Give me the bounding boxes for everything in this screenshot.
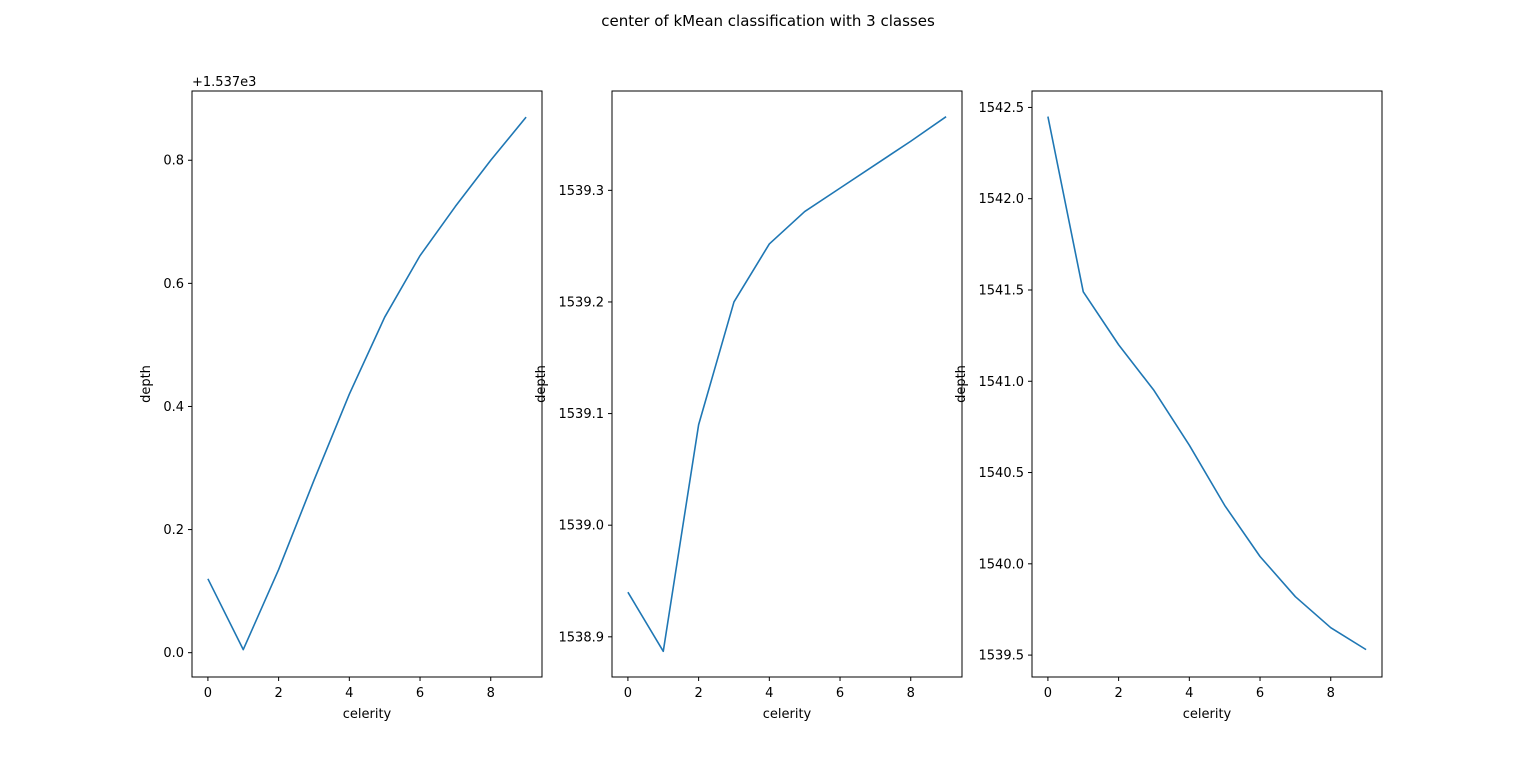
- figure-title: center of kMean classification with 3 cl…: [601, 12, 935, 30]
- y-axis-label: depth: [534, 365, 549, 403]
- y-axis-label: depth: [139, 365, 154, 403]
- y-tick-label: 0.8: [163, 154, 184, 169]
- y-tick-label: 1539.2: [559, 295, 605, 310]
- x-axis-label: celerity: [343, 707, 392, 722]
- axes-frame: [1031, 90, 1383, 678]
- series-line: [207, 116, 527, 651]
- x-tick-label: 2: [694, 686, 702, 701]
- x-tick-label: 4: [765, 686, 773, 701]
- subplot-3: 0 2 4 6 8 1539.5 1540.0 1540.5 1541.0 1541.5 1542.…: [954, 90, 1383, 722]
- axes-frame: [611, 90, 963, 678]
- y-tick-label: 1542.5: [979, 101, 1025, 116]
- x-tick-label: 6: [1256, 686, 1264, 701]
- y-tick-label: 0.6: [163, 277, 184, 292]
- y-tick-label: 1538.9: [559, 630, 605, 645]
- x-tick-label: 0: [1044, 686, 1052, 701]
- y-tick-label: 1542.0: [979, 192, 1025, 207]
- x-tick-label: 6: [836, 686, 844, 701]
- x-tick-label: 2: [1114, 686, 1122, 701]
- axes-frame: [191, 90, 543, 678]
- x-tick-label: 8: [1327, 686, 1335, 701]
- x-tick-label: 2: [274, 686, 282, 701]
- x-tick-label: 8: [907, 686, 915, 701]
- x-tick-label: 4: [345, 686, 353, 701]
- x-tick-label: 8: [487, 686, 495, 701]
- subplot-2: 0 2 4 6 8 1538.9 1539.0 1539.1 1539.2 1539.3 celer…: [534, 90, 963, 722]
- y-tick-label: 1541.0: [979, 375, 1025, 390]
- x-axis-label: celerity: [763, 707, 812, 722]
- y-tick-label: 1540.5: [979, 466, 1025, 481]
- y-tick-label: 1539.1: [559, 407, 605, 422]
- y-tick-label: 1539.0: [559, 519, 605, 534]
- y-tick-label: 0.0: [163, 646, 184, 661]
- y-offset-label: +1.537e3: [192, 75, 256, 90]
- x-tick-label: 0: [204, 686, 212, 701]
- series-line: [627, 116, 947, 653]
- y-tick-label: 1539.3: [559, 184, 605, 199]
- y-tick-label: 1540.0: [979, 557, 1025, 572]
- x-axis-label: celerity: [1183, 707, 1232, 722]
- x-tick-label: 6: [416, 686, 424, 701]
- y-tick-label: 1539.5: [979, 649, 1025, 664]
- subplot-1: 0 2 4 6 8 0.0 0.2 0.4 0.6 0.8 celerity depth +1.537e…: [139, 75, 543, 722]
- x-tick-label: 4: [1185, 686, 1193, 701]
- y-tick-label: 1541.5: [979, 283, 1025, 298]
- y-tick-label: 0.4: [163, 400, 184, 415]
- y-tick-label: 0.2: [163, 523, 184, 538]
- x-tick-label: 0: [624, 686, 632, 701]
- y-axis-label: depth: [954, 365, 969, 403]
- series-line: [1047, 116, 1367, 651]
